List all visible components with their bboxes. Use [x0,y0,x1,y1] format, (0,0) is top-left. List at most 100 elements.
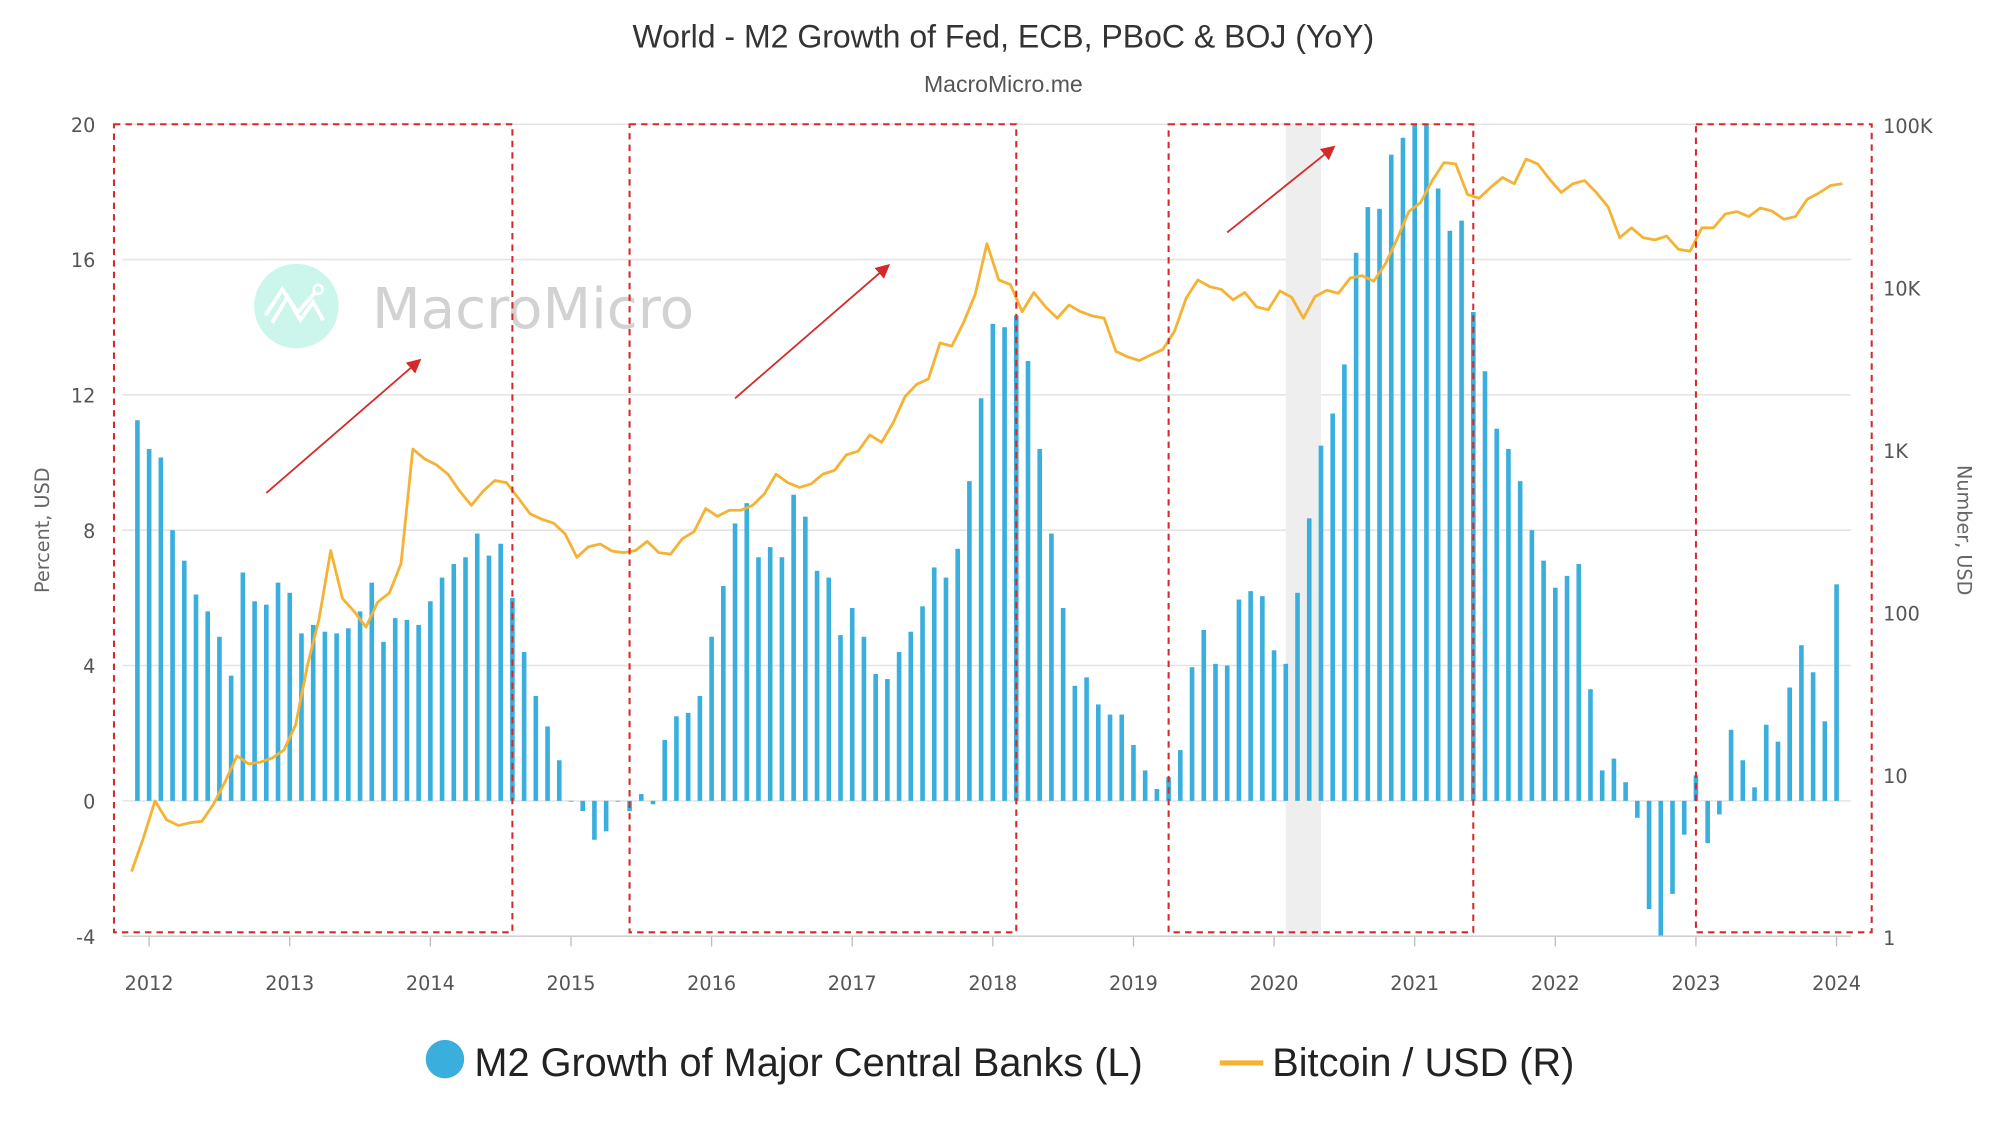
m2-bar [767,547,773,801]
x-tick-label: 2024 [1812,972,1861,995]
m2-bar [931,567,937,801]
m2-bar [638,794,644,801]
m2-bar [1834,584,1839,801]
m2-bar [1728,729,1734,801]
m2-bar [697,695,703,801]
m2-bar [240,572,246,801]
m2-bar [146,449,152,801]
m2-bar [1599,770,1605,801]
m2-bar [1260,596,1265,801]
m2-bar [1787,687,1792,801]
m2-bar [451,564,457,801]
y-tick-label-left: 16 [71,249,95,272]
m2-bar [1740,760,1746,801]
m2-bar [685,712,691,801]
m2-bar [1025,361,1031,801]
m2-bar [404,619,410,801]
m2-bar [310,624,316,801]
m2-bar [392,618,398,801]
m2-bar [486,555,492,801]
m2-bar [521,651,527,801]
m2-bar [1236,599,1242,801]
m2-bar [1611,758,1617,801]
m2-bar [334,633,339,801]
m2-bar [709,636,714,801]
m2-bar [1470,311,1476,801]
m2-bar [1283,663,1289,801]
m2-bar [1178,750,1183,801]
y-axis-right-title: Number, USD [1952,465,1975,595]
m2-bar [721,586,726,801]
m2-bar [603,800,609,832]
y-tick-label-right: 100K [1883,115,1933,138]
m2-bar [1717,800,1722,815]
annotation-box [1694,123,1873,934]
x-tick-label: 2022 [1531,972,1580,995]
m2-bar [205,611,211,801]
m2-bar [1822,721,1828,801]
legend-bitcoin-label: Bitcoin / USD (R) [1272,1041,1574,1085]
m2-bar [1365,207,1371,801]
y-tick-label-left: -4 [76,926,95,949]
m2-bar [896,651,902,801]
m2-bar [674,716,679,801]
m2-bar [474,533,480,801]
m2-bar [357,611,363,801]
m2-bar [1037,449,1043,801]
m2-bar [1447,230,1453,801]
m2-bar [1564,575,1570,801]
annotation-arrow [1226,145,1336,234]
y-tick-label-right: 100 [1883,602,1920,625]
y-tick-label-left: 0 [83,791,95,814]
m2-bar [1213,663,1218,801]
y-tick-label-left: 4 [83,655,95,678]
m2-bar [556,760,562,801]
m2-bar [779,557,785,801]
m2-bar [1131,745,1136,801]
annotation-arrows [265,145,1336,494]
chart-subtitle: MacroMicro.me [924,71,1083,97]
m2-bar [990,323,996,801]
m2-bar [967,481,972,801]
y-axis-left: 20 16 12 8 4 0 -4 [71,114,95,949]
m2-bar [1295,592,1300,801]
m2-bar [1330,413,1335,801]
m2-bar [1377,208,1382,801]
legend-item-m2[interactable]: M2 Growth of Major Central Banks (L) [425,1039,1143,1085]
m2-bar [756,557,761,801]
legend-item-bitcoin[interactable]: Bitcoin / USD (R) [1219,1041,1575,1085]
y-tick-label-right: 10K [1883,278,1920,301]
watermark-logo: MacroMicro [254,263,694,349]
m2-bar [1271,650,1277,801]
y-tick-label-left: 12 [71,385,95,408]
m2-bar [217,636,222,801]
m2-bar [1541,560,1546,801]
m2-bar [135,420,140,801]
m2-bar [978,398,984,801]
m2-bar [1705,800,1710,844]
m2-bar [1119,714,1125,801]
m2-bar [275,582,281,801]
m2-bar [1435,188,1441,801]
x-axis: 2012 2013 2014 2015 2016 2017 2018 2019 2020 2021… [122,935,1861,995]
m2-bar [861,636,867,801]
m2-bar [1060,608,1066,801]
m2-bar [264,604,269,801]
m2-bar [416,624,421,801]
x-tick-label: 2015 [547,972,596,995]
m2-bar [1799,645,1804,801]
m2-bar [322,631,328,801]
shaded-ranges [1285,124,1321,937]
m2-bar [826,577,832,801]
x-tick-label: 2013 [265,972,314,995]
x-tick-label: 2012 [125,972,174,995]
m2-bar [193,594,199,801]
x-tick-label: 2014 [406,972,455,995]
m2-bar [428,601,433,801]
m2-bar [1517,481,1523,801]
m2-bar [1412,124,1418,801]
m2-bar [1201,630,1207,801]
annotation-box [112,123,514,934]
m2-bar [170,530,175,801]
